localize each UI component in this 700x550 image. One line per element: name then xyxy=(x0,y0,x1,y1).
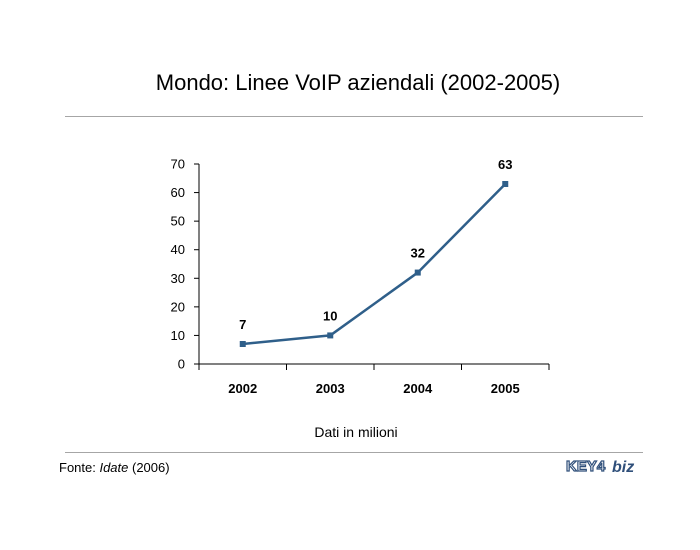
logo-biz-text: biz xyxy=(612,459,634,476)
y-tick-label: 60 xyxy=(171,185,185,200)
x-tick-label: 2004 xyxy=(403,381,433,396)
key4biz-logo: KEY4 biz xyxy=(566,457,634,476)
data-labels: 7 10 32 63 xyxy=(239,157,512,332)
y-tick-label: 10 xyxy=(171,328,185,343)
y-tick-label: 0 xyxy=(178,357,185,372)
x-tick-label: 2002 xyxy=(228,381,257,396)
data-label: 7 xyxy=(239,317,246,332)
data-label: 10 xyxy=(323,308,337,323)
data-label: 32 xyxy=(411,246,425,261)
y-axis-ticks: 0 10 20 30 40 50 60 70 xyxy=(171,157,199,372)
y-tick-label: 30 xyxy=(171,271,185,286)
source-prefix: Fonte: xyxy=(59,460,100,475)
chart-title: Mondo: Linee VoIP aziendali (2002-2005) xyxy=(155,70,561,95)
x-axis-ticks: 2002 2003 2004 2005 xyxy=(198,364,550,396)
x-axis-title: Dati in milioni xyxy=(314,424,398,440)
y-tick-label: 70 xyxy=(171,157,185,172)
source-suffix: (2006) xyxy=(128,460,170,475)
x-tick-label: 2003 xyxy=(316,381,345,396)
series-line xyxy=(242,183,507,346)
bottom-divider xyxy=(65,452,643,453)
data-point xyxy=(502,181,509,187)
data-point xyxy=(414,269,421,276)
y-tick-label: 20 xyxy=(171,299,185,314)
logo-key4-text: KEY4 xyxy=(566,458,606,475)
data-point xyxy=(327,332,334,339)
series-group xyxy=(239,181,509,347)
data-label: 63 xyxy=(498,157,512,172)
source-note: Fonte: Idate (2006) xyxy=(59,460,170,475)
data-point xyxy=(239,341,246,347)
y-tick-label: 50 xyxy=(171,214,185,229)
source-name: Idate xyxy=(99,460,129,475)
top-divider xyxy=(65,116,643,117)
x-tick-label: 2005 xyxy=(491,381,520,396)
y-tick-label: 40 xyxy=(171,242,185,257)
